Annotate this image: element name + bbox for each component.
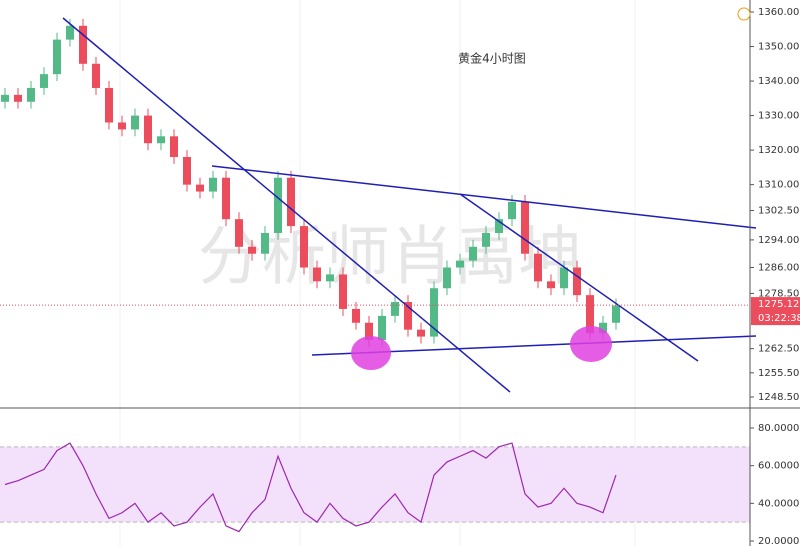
- candle-body: [27, 87, 35, 102]
- y-tick-label: 1320.00: [758, 145, 799, 156]
- candle-body: [144, 115, 152, 144]
- candle-body: [404, 302, 412, 330]
- candle-body: [157, 136, 165, 144]
- candle-body: [261, 232, 269, 254]
- candle-body: [79, 25, 87, 64]
- y-tick-label: 80.0000: [758, 423, 799, 434]
- candle-body: [573, 267, 581, 296]
- y-tick-label: 1248.50: [758, 392, 799, 403]
- candle-body: [534, 253, 542, 282]
- candle-body: [586, 295, 594, 334]
- candle-body: [118, 122, 126, 130]
- watermark: 分析师肖禹坤: [198, 221, 582, 295]
- candle-body: [599, 322, 607, 334]
- candle-body: [365, 322, 373, 341]
- candle-body: [469, 246, 477, 261]
- highlight: [351, 336, 391, 370]
- candle-body: [222, 177, 230, 220]
- candle-body: [482, 232, 490, 247]
- candle-body: [326, 274, 334, 282]
- y-tick-label: 60.0000: [758, 461, 799, 472]
- candle-body: [40, 74, 48, 88]
- candle-body: [417, 329, 425, 337]
- candle-body: [1, 94, 9, 102]
- y-tick-label: 1302.50: [758, 206, 799, 217]
- y-tick-label: 1340.00: [758, 76, 799, 87]
- candle-body: [105, 87, 113, 123]
- candle-body: [313, 267, 321, 282]
- candle-body: [378, 315, 386, 341]
- candle-body: [391, 302, 399, 316]
- candle-body: [66, 25, 74, 40]
- y-tick-label: 1330.00: [758, 111, 799, 122]
- candle-body: [131, 115, 139, 130]
- price-label: 1275.12: [758, 299, 799, 310]
- chart-title: 黄金4小时图: [458, 51, 526, 66]
- candle-body: [209, 177, 217, 192]
- candle-body: [53, 39, 61, 75]
- candle-body: [300, 226, 308, 268]
- candle-body: [170, 136, 178, 158]
- candle-body: [352, 308, 360, 323]
- candle-body: [547, 281, 555, 289]
- candle-body: [183, 157, 191, 185]
- y-tick-label: 1310.00: [758, 180, 799, 191]
- highlight: [570, 326, 612, 362]
- price-tag: [751, 297, 800, 326]
- candle-body: [456, 260, 464, 268]
- y-tick-label: 1294.00: [758, 235, 799, 246]
- candle-body: [235, 219, 243, 247]
- candle-body: [92, 63, 100, 88]
- candle-body: [196, 184, 204, 192]
- alert-icon[interactable]: [737, 7, 751, 21]
- rsi-line: [4, 442, 617, 533]
- y-tick-label: 1255.50: [758, 368, 799, 379]
- candle-body: [339, 274, 347, 309]
- candle-body: [430, 288, 438, 337]
- candle-body: [560, 267, 568, 289]
- countdown: 03:22:38: [758, 313, 800, 324]
- y-tick-label: 1262.50: [758, 344, 799, 355]
- plot: 1360.00 1350.00 1340.00 1330.00 1320.00 1310.…: [0, 7, 799, 546]
- candle-body: [495, 219, 503, 233]
- candle-body: [521, 201, 529, 254]
- candle-body: [612, 305, 620, 323]
- y-tick-label: 1360.00: [758, 7, 799, 18]
- candle-body: [274, 177, 282, 233]
- rsi-band: [0, 446, 750, 523]
- y-tick-label: 40.0000: [758, 498, 799, 509]
- y-tick-label: 1278.50: [758, 288, 799, 299]
- candle-body: [14, 94, 22, 102]
- candle-body: [287, 177, 295, 227]
- trend-lines: [62, 17, 757, 393]
- candle-body: [443, 267, 451, 289]
- y-tick-label: 1350.00: [758, 42, 799, 53]
- candle-body: [248, 246, 256, 254]
- y-tick-label: 20.0000: [758, 536, 799, 546]
- candle-body: [508, 201, 516, 220]
- y-tick-label: 1286.00: [758, 263, 799, 274]
